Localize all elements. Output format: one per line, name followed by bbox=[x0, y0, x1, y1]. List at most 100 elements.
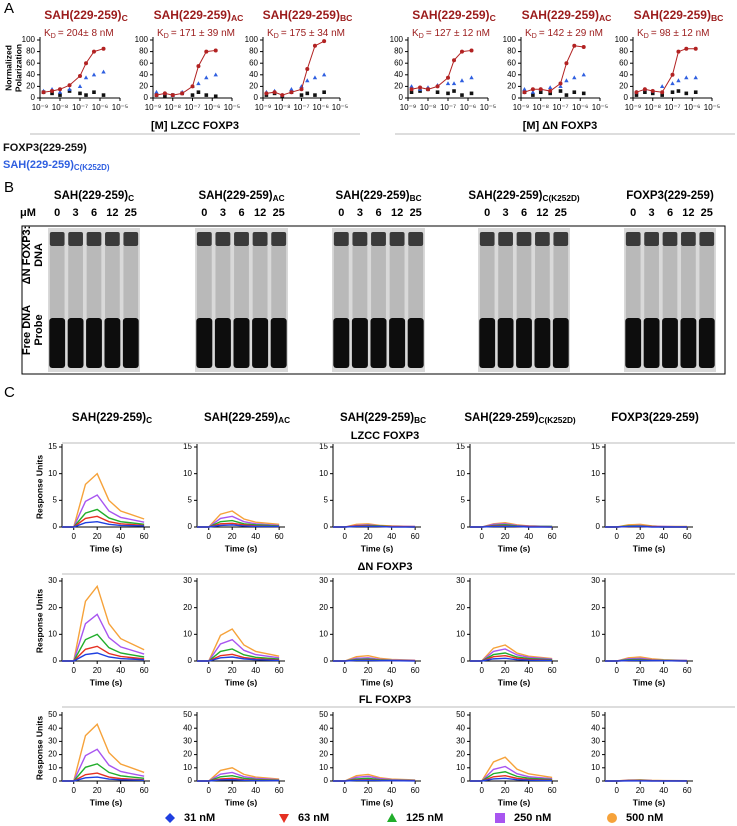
dna-band bbox=[389, 232, 405, 246]
data-point bbox=[305, 91, 310, 96]
response-curve bbox=[470, 525, 553, 528]
x-tick-label: 20 bbox=[636, 532, 645, 541]
kd-annotation: KD = 171 ± 39 nM bbox=[157, 28, 235, 40]
y-tick-label: 10 bbox=[183, 629, 192, 638]
response-curve bbox=[197, 656, 280, 662]
data-point bbox=[558, 81, 563, 86]
data-point bbox=[522, 87, 527, 91]
data-point bbox=[170, 93, 175, 98]
y-tick-label: 30 bbox=[591, 737, 600, 746]
kd-symbol: K bbox=[157, 28, 164, 39]
response-curve bbox=[333, 525, 416, 528]
data-point bbox=[78, 73, 82, 78]
side-label: Free DNA bbox=[21, 305, 33, 355]
data-point bbox=[469, 75, 474, 80]
x-tick-label: 10⁻⁵ bbox=[480, 103, 496, 112]
data-point bbox=[154, 93, 159, 98]
x-tick-label: 60 bbox=[140, 666, 149, 675]
free-probe bbox=[407, 318, 424, 368]
x-tick-label: 0 bbox=[480, 532, 485, 541]
data-point bbox=[530, 89, 536, 94]
dna-band bbox=[699, 232, 715, 246]
y-tick-label: 10 bbox=[319, 629, 328, 638]
x-tick-label: 10⁻⁶ bbox=[92, 103, 108, 112]
lane-label: 25 bbox=[410, 207, 422, 219]
data-point bbox=[84, 61, 89, 66]
dna-band bbox=[105, 232, 120, 246]
x-axis-label: Time (s) bbox=[225, 797, 258, 807]
y-tick-label: 10 bbox=[319, 469, 328, 478]
y-tick-label: 0 bbox=[596, 656, 601, 665]
x-tick-label: 40 bbox=[659, 666, 668, 675]
y-tick-label: 5 bbox=[324, 495, 329, 504]
y-tick-label: 20 bbox=[183, 750, 192, 759]
x-tick-label: 10⁻⁸ bbox=[165, 103, 182, 112]
response-curve bbox=[62, 652, 145, 662]
smear bbox=[479, 246, 495, 318]
data-point bbox=[101, 69, 106, 74]
y-tick-label: 20 bbox=[456, 750, 465, 759]
data-point bbox=[676, 78, 681, 83]
y-tick-label: 15 bbox=[183, 442, 192, 451]
y-tick-label: 10 bbox=[183, 469, 192, 478]
data-point bbox=[642, 87, 647, 92]
dna-band bbox=[49, 232, 65, 246]
response-curve bbox=[605, 659, 688, 662]
smear bbox=[68, 246, 83, 318]
x-tick-label: 10⁻⁹ bbox=[625, 103, 642, 112]
y-tick-label: 15 bbox=[591, 442, 600, 451]
legend-entry: SAH(229-259)C(K252D) bbox=[3, 159, 110, 172]
smear bbox=[123, 246, 139, 318]
x-tick-label: 40 bbox=[659, 532, 668, 541]
data-point bbox=[684, 75, 689, 80]
chart-title-main: SAH(229-259) bbox=[263, 8, 340, 22]
x-axis-label: Time (s) bbox=[633, 677, 666, 687]
x-tick-label: 10⁻⁹ bbox=[255, 103, 272, 112]
smear bbox=[681, 246, 696, 318]
data-point bbox=[684, 91, 689, 96]
x-axis-label: Time (s) bbox=[90, 543, 123, 553]
y-tick-label: 50 bbox=[183, 710, 192, 719]
fit-curve bbox=[43, 48, 104, 93]
y-tick-label: 10 bbox=[319, 763, 328, 772]
kd-sub: D bbox=[419, 31, 424, 40]
y-tick-label: 80 bbox=[139, 47, 148, 56]
lane-label: 6 bbox=[238, 207, 244, 219]
y-tick-label: 20 bbox=[591, 603, 600, 612]
x-tick-label: 0 bbox=[615, 786, 620, 795]
lane-label: 0 bbox=[630, 207, 636, 219]
x-tick-label: 0 bbox=[207, 666, 212, 675]
data-point bbox=[460, 93, 464, 97]
y-tick-label: 5 bbox=[188, 495, 193, 504]
y-tick-label: 100 bbox=[135, 35, 149, 44]
kd-sub: D bbox=[51, 31, 56, 40]
lane-label: 25 bbox=[125, 207, 137, 219]
row-title: ΔN FOXP3 bbox=[358, 561, 413, 573]
x-tick-label: 10⁻⁷ bbox=[664, 103, 680, 112]
y-tick-label: 0 bbox=[254, 93, 259, 102]
data-point bbox=[693, 75, 698, 80]
gel-title: SAH(229-259)C bbox=[54, 190, 134, 203]
dna-band bbox=[234, 232, 249, 246]
data-point bbox=[564, 78, 569, 83]
legend-entry: FOXP3(229-259) bbox=[3, 142, 87, 154]
free-probe bbox=[698, 318, 715, 368]
y-tick-label: 20 bbox=[591, 750, 600, 759]
x-axis-label: Time (s) bbox=[633, 543, 666, 553]
data-point bbox=[446, 75, 450, 80]
data-point bbox=[264, 91, 269, 96]
y-tick-label: 30 bbox=[319, 576, 328, 585]
gel-title-main: SAH(229-259) bbox=[335, 190, 409, 202]
data-point bbox=[459, 78, 465, 83]
x-tick-label: 20 bbox=[501, 666, 510, 675]
data-point bbox=[272, 90, 277, 95]
smear bbox=[662, 246, 678, 318]
data-point bbox=[634, 90, 639, 95]
data-point bbox=[572, 90, 577, 94]
free-probe bbox=[625, 318, 642, 368]
data-point bbox=[196, 90, 201, 94]
kd-annotation: KD = 204± 8 nM bbox=[44, 28, 114, 40]
y-tick-label: 30 bbox=[48, 737, 57, 746]
smear bbox=[234, 246, 249, 318]
kd-sub: D bbox=[274, 31, 279, 40]
